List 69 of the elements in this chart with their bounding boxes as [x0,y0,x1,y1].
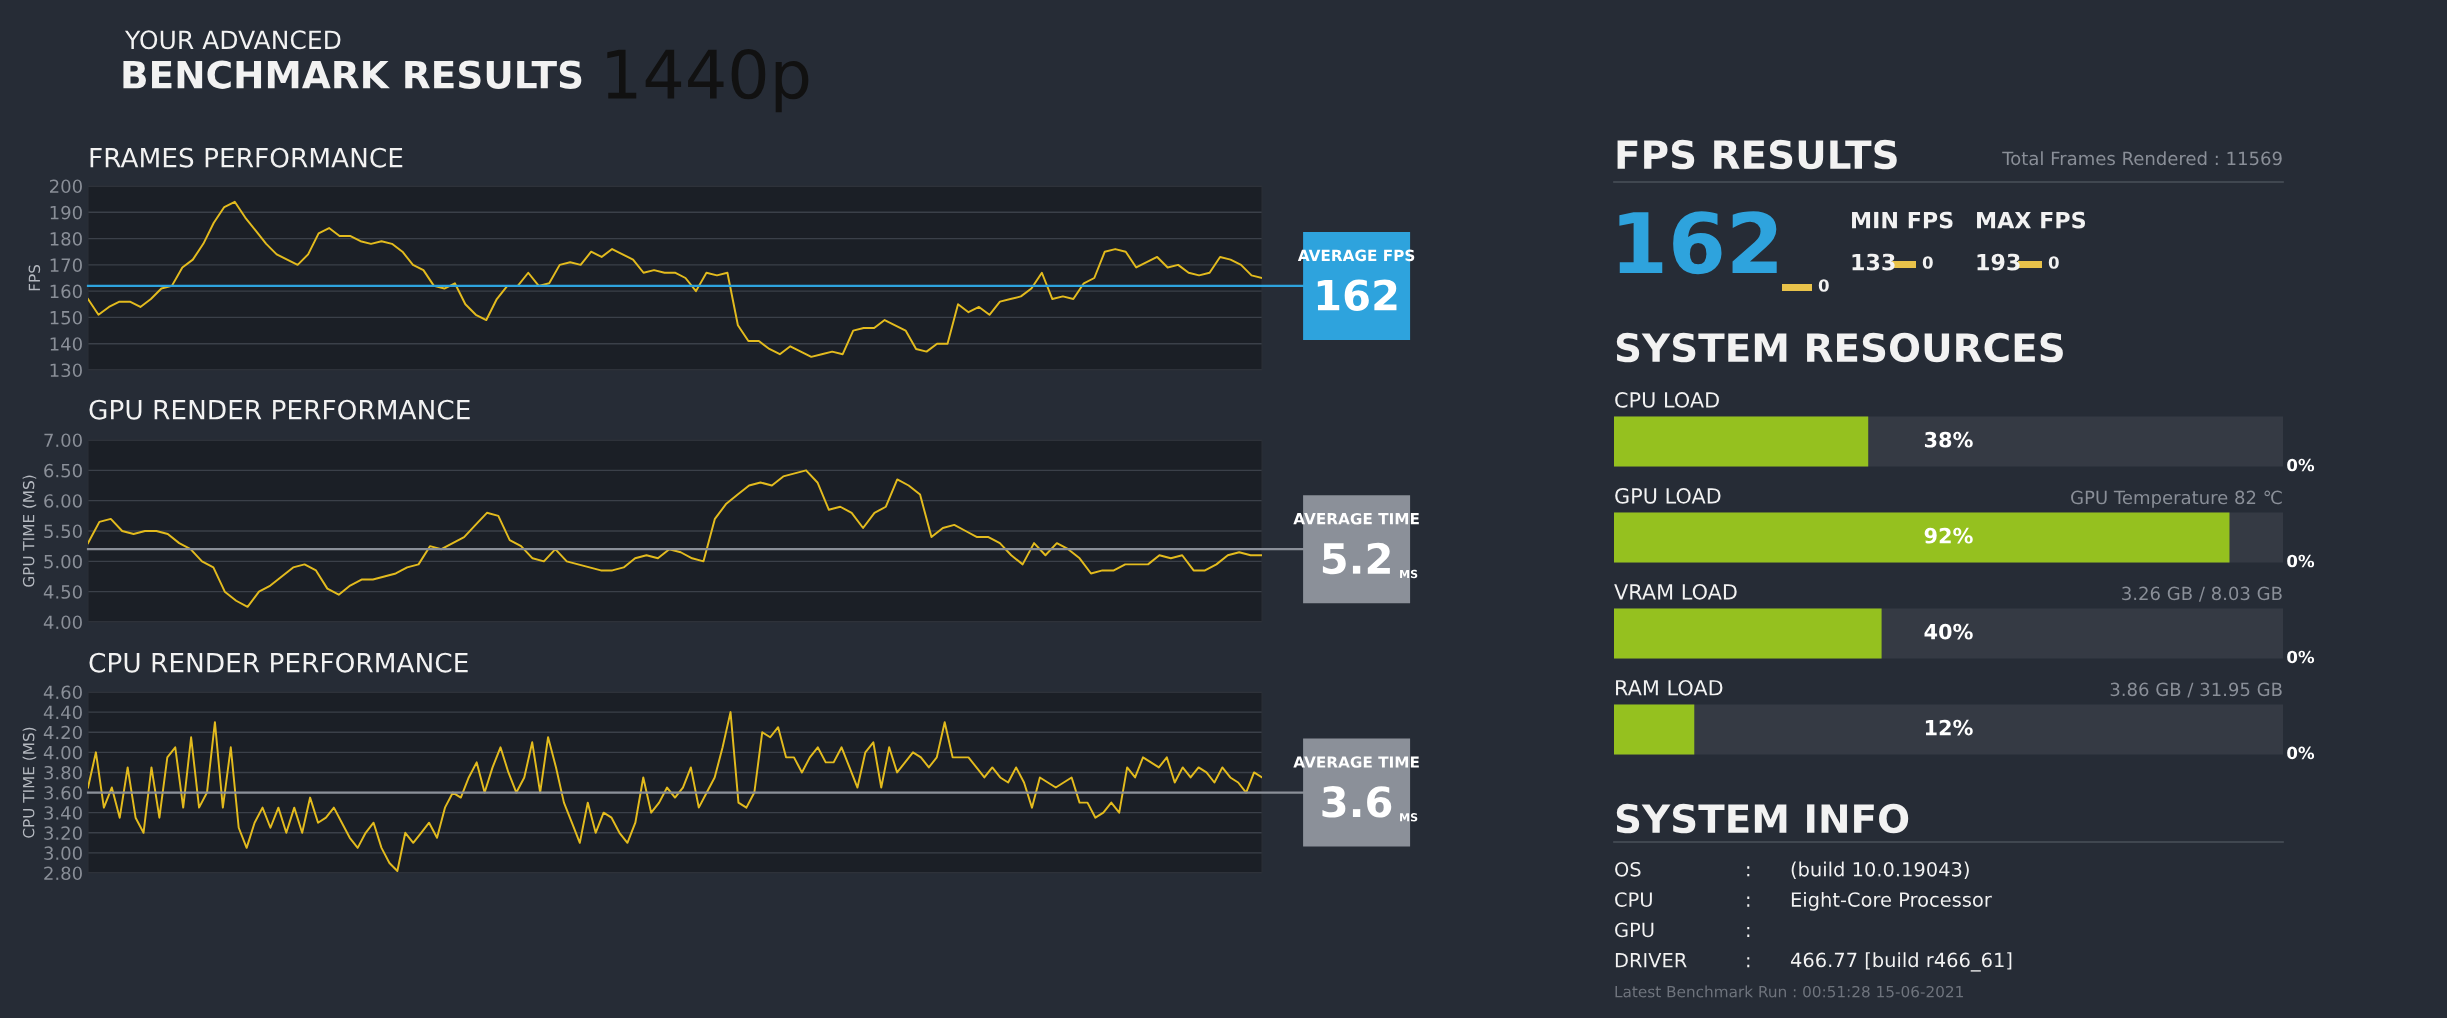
bar [1614,704,1695,755]
y-tick-label: 4.00 [43,615,82,630]
annotation: 3.26 GB / 8.03 GB [2122,586,2282,602]
chart-title: FRAMES PERFORMANCE [90,147,403,168]
line-series [88,200,1262,358]
y-tick-label: 170 [50,258,82,272]
y-axis-title: GPU TIME (MS) [22,475,37,587]
chart-title: CPU RENDER PERFORMANCE [89,652,468,673]
y-tick-label: 180 [50,232,82,246]
text: Latest Benchmark Run : 00:51:28 15-06-2021 [1615,985,1963,998]
y-tick-label: 5.00 [44,554,82,569]
y-tick-label: 3.40 [44,806,82,820]
y-tick-label: 7.00 [44,433,82,448]
text: YOUR ADVANCED [124,30,341,50]
text: Total Frames Rendered : 11569 [2002,151,2282,166]
category-label: RAM LOAD [1616,679,1723,696]
y-tick-label: 6.50 [44,463,82,478]
y-tick-label: 200 [50,179,82,194]
text: MIN FPS [1852,211,1953,229]
text: 0 [1922,256,1933,269]
y-axis-title: FPS [28,265,41,291]
line-series [88,469,1262,608]
text: CPU : Eight-Core Processor [1615,891,1992,911]
text: 0 [2048,256,2059,269]
y-tick-label: 150 [50,310,82,325]
annotation: GPU Temperature 82 ℃ [2071,490,2282,508]
text: BENCHMARK RESULTS [123,60,582,89]
y-tick-label: 160 [50,284,82,299]
text: DRIVER : 466.77 [build r466_61] [1615,952,2012,972]
y-tick-label: 3.00 [44,846,82,861]
y-tick-label: 3.80 [44,765,82,780]
y-tick-label: 130 [50,363,82,378]
y-tick-label: 4.20 [43,725,82,740]
text: 0% [2287,458,2315,472]
text: 0% [2287,746,2315,760]
text: 0% [2287,554,2315,568]
category-label: VRAM LOAD [1614,583,1737,600]
line-series [88,711,1262,872]
text: GPU : [1615,922,1750,938]
text: 162 [1619,211,1777,275]
chart-title: GPU RENDER PERFORMANCE [89,399,470,420]
text: SYSTEM INFO [1616,803,1909,834]
y-tick-label: 5.50 [44,524,82,539]
data-label: 38% [1924,431,1973,448]
data-label: 92% [1924,527,1973,544]
text: 193 [1977,253,2020,271]
y-tick-label: 6.00 [44,494,82,508]
y-axis-title: CPU TIME (MS) [22,727,37,838]
text: OS : (build 10.0.19043) [1615,861,1969,879]
y-tick-label: 2.80 [44,866,82,881]
text: 0 [1818,279,1829,292]
y-tick-label: 4.40 [43,705,82,720]
y-tick-label: 4.50 [43,585,82,599]
category-label: CPU LOAD [1615,392,1719,408]
chart-title: SYSTEM RESOURCES [1616,332,2063,363]
data-label: 12% [1925,719,1973,736]
text: 133 [1852,253,1895,271]
data-label: 40% [1924,623,1973,640]
y-tick-label: 4.60 [43,685,82,700]
y-tick-label: 140 [50,337,82,351]
y-tick-label: 3.60 [44,786,82,800]
y-tick-label: 190 [50,205,82,220]
annotation: 3.86 GB / 31.95 GB [2110,682,2282,698]
y-tick-label: 4.00 [43,745,82,760]
category-label: GPU LOAD [1615,487,1721,504]
text: FPS RESULTS [1617,139,1897,170]
text: 0% [2287,650,2315,664]
text: MAX FPS [1977,211,2086,229]
y-tick-label: 3.20 [44,826,82,840]
